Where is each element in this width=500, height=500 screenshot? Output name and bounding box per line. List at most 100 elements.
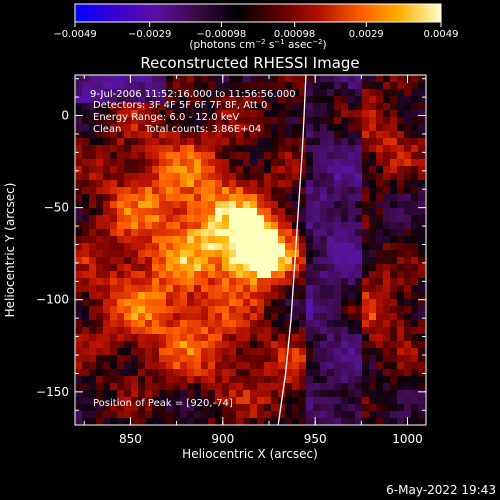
heatmap-cell: [257, 418, 264, 425]
heatmap-cell: [397, 243, 404, 250]
heatmap-cell: [103, 152, 110, 159]
heatmap-cell: [159, 369, 166, 376]
heatmap-cell: [411, 250, 418, 257]
heatmap-cell: [306, 145, 313, 152]
heatmap-cell: [208, 383, 215, 390]
heatmap-cell: [348, 166, 355, 173]
heatmap-cell: [180, 75, 187, 82]
heatmap-cell: [124, 145, 131, 152]
heatmap-cell: [278, 194, 285, 201]
heatmap-cell: [194, 341, 201, 348]
heatmap-cell: [271, 187, 278, 194]
heatmap-cell: [215, 166, 222, 173]
heatmap-cell: [299, 327, 306, 334]
heatmap-cell: [264, 159, 271, 166]
heatmap-cell: [334, 348, 341, 355]
heatmap-cell: [152, 145, 159, 152]
heatmap-cell: [313, 411, 320, 418]
heatmap-cell: [180, 152, 187, 159]
heatmap-cell: [348, 341, 355, 348]
heatmap-cell: [390, 229, 397, 236]
heatmap-cell: [229, 369, 236, 376]
heatmap-cell: [355, 376, 362, 383]
heatmap-cell: [369, 411, 376, 418]
heatmap-cell: [201, 404, 208, 411]
heatmap-cell: [369, 327, 376, 334]
heatmap-cell: [131, 124, 138, 131]
heatmap-cell: [243, 390, 250, 397]
heatmap-cell: [236, 362, 243, 369]
heatmap-cell: [257, 82, 264, 89]
heatmap-cell: [376, 418, 383, 425]
heatmap-cell: [194, 82, 201, 89]
heatmap-cell: [271, 411, 278, 418]
heatmap-cell: [180, 411, 187, 418]
heatmap-cell: [257, 390, 264, 397]
heatmap-cell: [152, 180, 159, 187]
heatmap-cell: [229, 292, 236, 299]
heatmap-cell: [75, 110, 82, 117]
heatmap-cell: [215, 271, 222, 278]
heatmap-cell: [180, 173, 187, 180]
heatmap-cell: [152, 75, 159, 82]
heatmap-cell: [390, 369, 397, 376]
heatmap-cell: [390, 215, 397, 222]
heatmap-cell: [194, 96, 201, 103]
energy-range-label: Energy Range: 6.0 - 12.0 keV: [93, 112, 239, 123]
heatmap-cell: [131, 110, 138, 117]
heatmap-cell: [75, 236, 82, 243]
heatmap-cell: [159, 334, 166, 341]
heatmap-cell: [75, 285, 82, 292]
heatmap-cell: [222, 243, 229, 250]
heatmap-cell: [327, 299, 334, 306]
heatmap-cell: [278, 264, 285, 271]
heatmap-cell: [201, 243, 208, 250]
heatmap-cell: [173, 411, 180, 418]
heatmap-cell: [96, 271, 103, 278]
heatmap-cell: [131, 243, 138, 250]
heatmap-cell: [320, 355, 327, 362]
heatmap-cell: [138, 75, 145, 82]
heatmap-cell: [362, 313, 369, 320]
heatmap-cell: [173, 271, 180, 278]
heatmap-cell: [229, 110, 236, 117]
heatmap-cell: [292, 82, 299, 89]
heatmap-cell: [229, 75, 236, 82]
heatmap-cell: [89, 418, 96, 425]
heatmap-cell: [131, 418, 138, 425]
heatmap-cell: [250, 222, 257, 229]
heatmap-cell: [208, 292, 215, 299]
heatmap-cell: [299, 159, 306, 166]
heatmap-cell: [194, 103, 201, 110]
heatmap-cell: [299, 285, 306, 292]
heatmap-cell: [145, 131, 152, 138]
heatmap-cell: [264, 334, 271, 341]
heatmap-cell: [208, 418, 215, 425]
heatmap-cell: [369, 397, 376, 404]
heatmap-cell: [82, 250, 89, 257]
heatmap-cell: [103, 299, 110, 306]
heatmap-cell: [306, 264, 313, 271]
heatmap-cell: [341, 250, 348, 257]
heatmap-cell: [341, 306, 348, 313]
heatmap-cell: [152, 187, 159, 194]
heatmap-cell: [383, 320, 390, 327]
heatmap-cell: [208, 194, 215, 201]
heatmap-cell: [96, 362, 103, 369]
heatmap-cell: [103, 285, 110, 292]
heatmap-cell: [82, 194, 89, 201]
heatmap-cell: [271, 201, 278, 208]
heatmap-cell: [362, 327, 369, 334]
heatmap-cell: [292, 320, 299, 327]
heatmap-cell: [131, 131, 138, 138]
heatmap-cell: [327, 390, 334, 397]
heatmap-cell: [208, 187, 215, 194]
heatmap-cell: [383, 327, 390, 334]
heatmap-cell: [229, 208, 236, 215]
heatmap-cell: [418, 138, 425, 145]
heatmap-cell: [250, 215, 257, 222]
heatmap-cell: [404, 341, 411, 348]
heatmap-cell: [257, 229, 264, 236]
heatmap-cell: [194, 299, 201, 306]
heatmap-cell: [166, 243, 173, 250]
